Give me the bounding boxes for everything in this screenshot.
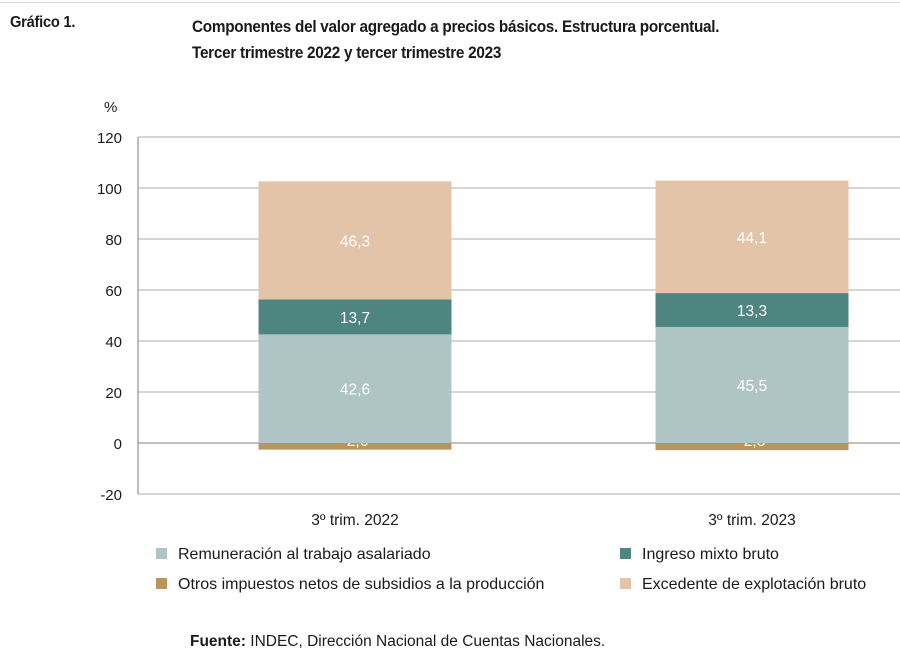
legend-swatch	[620, 548, 631, 559]
top-divider	[0, 2, 900, 3]
source-note: Fuente: INDEC, Dirección Nacional de Cue…	[190, 633, 605, 651]
legend-swatch	[156, 578, 167, 589]
legend-label: Ingreso mixto bruto	[642, 546, 779, 563]
bar-segment	[655, 180, 849, 294]
bar-segment	[258, 443, 452, 450]
y-tick-label: 100	[97, 181, 122, 198]
y-tick-label: 60	[105, 283, 122, 300]
bar-segment	[258, 299, 452, 335]
legend-swatch	[156, 548, 167, 559]
bar-segment	[655, 443, 849, 451]
bar-segment	[258, 334, 452, 443]
bar-segment	[258, 181, 452, 300]
y-tick-label: 40	[105, 334, 122, 351]
chart-title-line1: Componentes del valor agregado a precios…	[192, 17, 720, 36]
chart-title: Componentes del valor agregado a precios…	[192, 14, 720, 66]
data-label: 45,5	[737, 378, 767, 395]
bar-segment	[655, 326, 849, 443]
source-label: Fuente:	[190, 633, 246, 650]
source-text: INDEC, Dirección Nacional de Cuentas Nac…	[245, 633, 606, 650]
legend-swatch	[620, 578, 631, 589]
x-tick-label: 3º trim. 2022	[311, 512, 399, 529]
bar-segment	[655, 293, 849, 327]
data-label: 13,3	[737, 303, 767, 320]
y-axis-unit-label: %	[104, 99, 117, 116]
legend-label: Remuneración al trabajo asalariado	[178, 546, 431, 563]
y-tick-label: 120	[97, 130, 122, 147]
data-label: 13,7	[340, 310, 370, 327]
legend-label: Excedente de explotación bruto	[642, 576, 866, 593]
x-tick-label: 3º trim. 2023	[708, 512, 796, 529]
y-tick-label: 0	[114, 436, 122, 453]
legend-label: Otros impuestos netos de subsidios a la …	[178, 576, 544, 593]
y-tick-label: 20	[105, 385, 122, 402]
figure-label: Gráfico 1.	[10, 14, 76, 31]
data-label: 42,6	[340, 382, 370, 399]
data-label: 44,1	[737, 230, 767, 247]
chart-title-line2: Tercer trimestre 2022 y tercer trimestre…	[192, 43, 502, 62]
y-tick-label: -20	[100, 487, 122, 504]
data-label: 46,3	[340, 233, 370, 250]
y-tick-label: 80	[105, 232, 122, 249]
